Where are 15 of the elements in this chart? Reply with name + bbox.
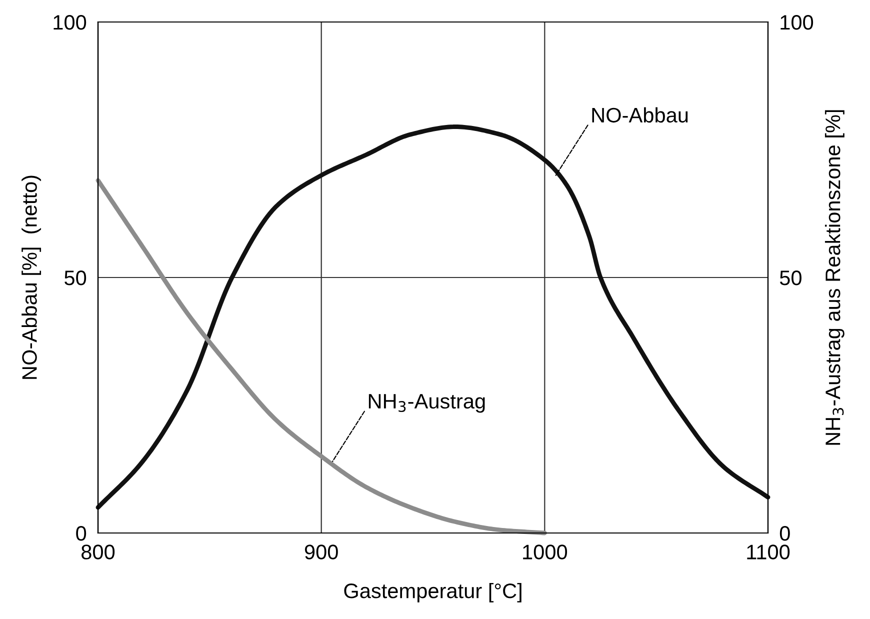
y2-axis-title: NH$_{3}$-Austrag aus Reaktionszone [%] <box>824 110 844 445</box>
x-tick-label: 900 <box>304 544 338 560</box>
x-tick-label: 1000 <box>523 544 568 560</box>
x-axis-title: Gastemperatur [°C] <box>344 582 522 602</box>
y-tick-label: 0 <box>76 526 86 541</box>
y-tick-label: 50 <box>64 270 86 286</box>
x-tick-label: 800 <box>82 544 115 560</box>
y2-tick-label: 100 <box>780 15 814 30</box>
y2-tick-label: 50 <box>780 270 802 286</box>
annotation: NO-Abbau <box>592 107 688 123</box>
x-tick-label: 1100 <box>747 544 790 560</box>
annotation: NH$_{3}$-Austrag <box>368 394 485 413</box>
y-axis-title: NO-Abbau [%] (netto) <box>22 176 42 379</box>
y2-tick-label: 0 <box>780 526 790 541</box>
y-tick-label: 100 <box>54 15 86 30</box>
